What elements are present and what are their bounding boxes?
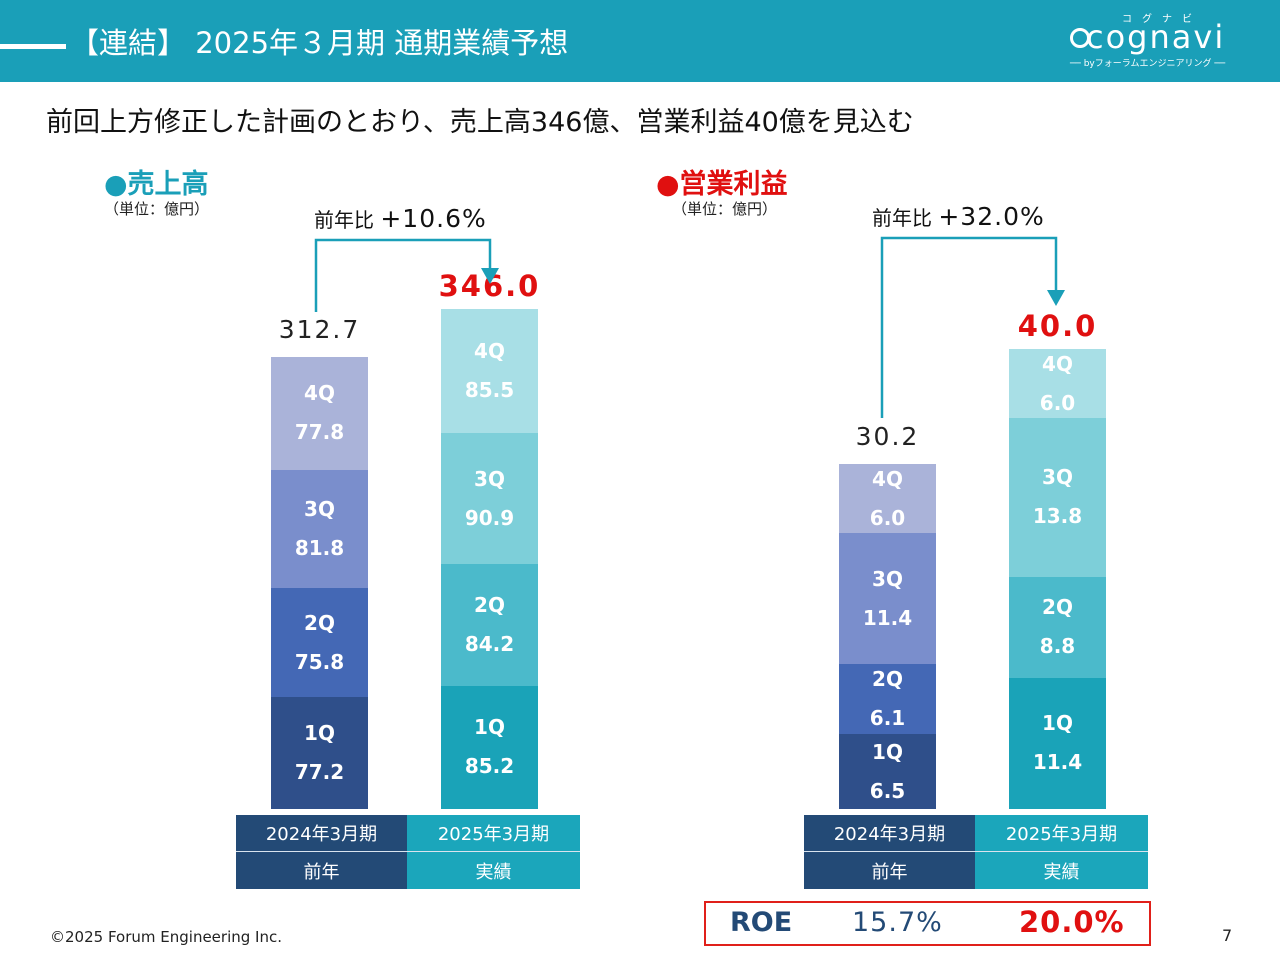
profit-total-cur: 40.0	[1017, 309, 1098, 343]
segment-value-label: 11.4	[1032, 750, 1083, 775]
segment-quarter-label: 2Q	[304, 610, 335, 635]
sales-bar-prev-3q: 3Q 81.8	[271, 469, 368, 588]
segment-value-label: 84.2	[464, 632, 515, 657]
profit-yoy-arrowhead	[1047, 290, 1065, 306]
page-number: 7	[1222, 926, 1233, 945]
logo-text: cognavi	[1086, 18, 1226, 56]
segment-value-label: 85.5	[464, 378, 515, 403]
sales-yoy-value: +10.6%	[380, 204, 487, 233]
roe-label: ROE	[730, 907, 793, 938]
segment-quarter-label: 1Q	[1042, 711, 1073, 736]
segment-value-label: 90.9	[464, 505, 515, 530]
copyright: ©2025 Forum Engineering Inc.	[50, 928, 282, 946]
profit-bar-prev-2q: 2Q 6.1	[839, 664, 936, 735]
slide-subtitle: 前回上方修正した計画のとおり、売上高346億、営業利益40億を見込む	[46, 107, 914, 138]
segment-quarter-label: 1Q	[872, 739, 903, 764]
profit-category-table: 2024年3月期 2025年3月期 前年 実績	[804, 815, 1148, 889]
profit-bar-prev-3q: 3Q 11.4	[839, 533, 936, 665]
segment-quarter-label: 2Q	[872, 667, 903, 692]
profit-cat-prev-sub: 前年	[804, 852, 975, 889]
header-accent-line	[0, 44, 66, 49]
profit-yoy-label: 前年比	[872, 206, 932, 230]
sales-bar-cur-3q: 3Q 90.9	[441, 432, 538, 565]
cognavi-logo: コグナビ cognavi ── byフォーラムエンジニアリング ──	[1060, 10, 1250, 72]
sales-bar-cur-2q: 2Q 84.2	[441, 564, 538, 686]
sales-bar-prev-1q: 1Q 77.2	[271, 697, 368, 809]
sales-yoy: 前年比 +10.6%	[314, 204, 487, 233]
segment-value-label: 11.4	[862, 605, 913, 630]
profit-bar-prev-4q: 4Q 6.0	[839, 464, 936, 533]
segment-quarter-label: 1Q	[474, 715, 505, 740]
header-bar: 【連結】 2025年３月期 通期業績予想 コグナビ cognavi ── byフ…	[0, 0, 1280, 82]
profit-yoy-value: +32.0%	[938, 202, 1045, 231]
segment-value-label: 13.8	[1032, 504, 1083, 529]
sales-bar-cur-4q: 4Q 85.5	[441, 309, 538, 433]
segment-quarter-label: 3Q	[304, 496, 335, 521]
segment-quarter-label: 4Q	[872, 466, 903, 491]
logo-ring-icon	[1070, 28, 1090, 48]
sales-yoy-label: 前年比	[314, 208, 374, 232]
logo-kana: コグナビ	[1122, 14, 1202, 25]
segment-value-label: 85.2	[464, 754, 515, 779]
profit-chart-title: ●営業利益	[656, 169, 788, 200]
profit-bar-prev-1q: 1Q 6.5	[839, 734, 936, 809]
profit-bar-cur-2q: 2Q 8.8	[1009, 576, 1106, 678]
roe-prev-value: 15.7%	[852, 907, 943, 938]
sales-cat-prev: 2024年3月期	[236, 815, 407, 852]
sales-total-prev: 312.7	[278, 315, 361, 345]
sales-cat-prev-sub: 前年	[236, 852, 407, 889]
profit-bar-cur-4q: 4Q 6.0	[1009, 349, 1106, 418]
roe-box: ROE 15.7% 20.0%	[704, 901, 1151, 946]
sales-total-cur: 346.0	[438, 269, 541, 304]
segment-value-label: 6.0	[869, 505, 906, 530]
sales-category-table: 2024年3月期 2025年3月期 前年 実績	[236, 815, 580, 889]
profit-bar-cur-3q: 3Q 13.8	[1009, 418, 1106, 577]
sales-bar-prev-4q: 4Q 77.8	[271, 357, 368, 470]
segment-value-label: 77.2	[294, 760, 345, 785]
segment-quarter-label: 1Q	[304, 721, 335, 746]
segment-value-label: 81.8	[294, 535, 345, 560]
segment-quarter-label: 4Q	[1042, 351, 1073, 376]
profit-total-prev: 30.2	[855, 422, 920, 451]
sales-unit-label: （単位：億円）	[104, 200, 210, 218]
segment-quarter-label: 4Q	[474, 339, 505, 364]
profit-unit-label: （単位：億円）	[672, 200, 778, 218]
segment-value-label: 8.8	[1039, 634, 1076, 659]
profit-cat-prev: 2024年3月期	[804, 815, 975, 852]
segment-value-label: 6.5	[869, 778, 906, 803]
profit-bar-cur-1q: 1Q 11.4	[1009, 677, 1106, 809]
segment-value-label: 75.8	[294, 649, 345, 674]
segment-quarter-label: 3Q	[872, 566, 903, 591]
sales-bar-cur-1q: 1Q 85.2	[441, 685, 538, 809]
segment-quarter-label: 3Q	[1042, 465, 1073, 490]
profit-yoy: 前年比 +32.0%	[872, 202, 1045, 231]
segment-quarter-label: 2Q	[474, 593, 505, 618]
segment-quarter-label: 3Q	[474, 466, 505, 491]
segment-quarter-label: 4Q	[304, 381, 335, 406]
segment-value-label: 6.0	[1039, 390, 1076, 415]
sales-chart-title: ●売上高	[104, 169, 209, 200]
logo-subtext: ── byフォーラムエンジニアリング ──	[1070, 59, 1226, 69]
sales-cat-cur-sub: 実績	[407, 852, 580, 889]
profit-cat-cur: 2025年3月期	[975, 815, 1148, 852]
segment-quarter-label: 2Q	[1042, 595, 1073, 620]
page-title: 【連結】 2025年３月期 通期業績予想	[70, 26, 569, 60]
segment-value-label: 77.8	[294, 420, 345, 445]
roe-cur-value: 20.0%	[1019, 905, 1125, 939]
sales-bar-prev-2q: 2Q 75.8	[271, 587, 368, 698]
profit-cat-cur-sub: 実績	[975, 852, 1148, 889]
sales-cat-cur: 2025年3月期	[407, 815, 580, 852]
segment-value-label: 6.1	[869, 706, 906, 731]
